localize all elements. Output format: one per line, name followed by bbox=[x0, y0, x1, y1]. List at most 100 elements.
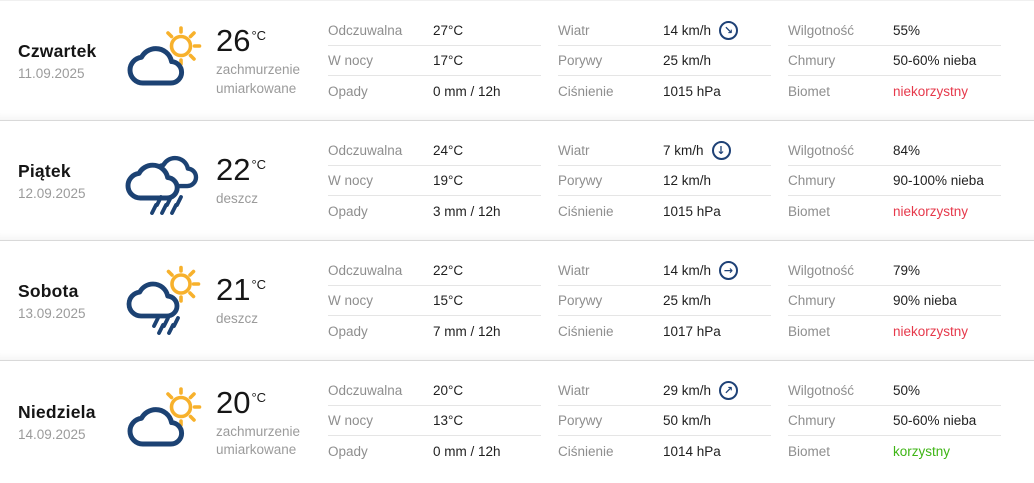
precip-label: Opady bbox=[328, 83, 368, 99]
detail-col-temps: Odczuwalna 24°C W nocy 19°C Opady 3 mm /… bbox=[328, 136, 541, 240]
night-temp-row: W nocy 15°C bbox=[328, 286, 541, 316]
gusts-value: 25 km/h bbox=[663, 53, 712, 68]
biomet-row: Biomet korzystny bbox=[788, 436, 1001, 466]
night-temp-label: W nocy bbox=[328, 53, 374, 68]
gusts-row: Porywy 25 km/h bbox=[558, 46, 771, 76]
day-row[interactable]: Piątek 12.09.2025 22°C deszcz Odczuwalna bbox=[0, 121, 1034, 241]
wind-speed: 29 km/h bbox=[663, 383, 712, 398]
temperature-value: 21 bbox=[216, 272, 251, 308]
pressure-label: Ciśnienie bbox=[558, 203, 614, 219]
detail-col-temps: Odczuwalna 27°C W nocy 17°C Opady 0 mm /… bbox=[328, 16, 541, 120]
night-temp-value: 15°C bbox=[433, 293, 464, 308]
pressure-label: Ciśnienie bbox=[558, 443, 614, 459]
humidity-value: 79% bbox=[893, 263, 921, 278]
humidity-row: Wilgotność 79% bbox=[788, 256, 1001, 286]
precip-value: 3 mm / 12h bbox=[433, 203, 501, 219]
wind-speed: 7 km/h bbox=[663, 143, 704, 158]
gusts-row: Porywy 12 km/h bbox=[558, 166, 771, 196]
day-info: Niedziela 14.09.2025 bbox=[0, 361, 120, 483]
temperature-block: 22°C deszcz bbox=[216, 121, 328, 240]
precip-value: 7 mm / 12h bbox=[433, 323, 501, 339]
feels-like-value: 22°C bbox=[433, 263, 464, 278]
temperature-unit: °C bbox=[251, 389, 267, 405]
biomet-value: korzystny bbox=[893, 443, 951, 459]
biomet-value: niekorzystny bbox=[893, 83, 969, 99]
detail-columns: Odczuwalna 22°C W nocy 15°C Opady 7 mm /… bbox=[328, 241, 1034, 360]
humidity-label: Wilgotność bbox=[788, 143, 855, 158]
detail-col-wind: Wiatr 7 km/h ↓ Porywy 12 km/h Ciśnienie … bbox=[558, 136, 771, 240]
wind-value: 29 km/h ↗ bbox=[663, 381, 739, 400]
night-temp-row: W nocy 17°C bbox=[328, 46, 541, 76]
feels-like-value: 20°C bbox=[433, 383, 464, 398]
feels-like-row: Odczuwalna 27°C bbox=[328, 16, 541, 46]
clouds-label: Chmury bbox=[788, 53, 836, 68]
day-name: Piątek bbox=[18, 160, 71, 181]
night-temp-value: 19°C bbox=[433, 173, 464, 188]
feels-like-row: Odczuwalna 20°C bbox=[328, 376, 541, 406]
clouds-row: Chmury 50-60% nieba bbox=[788, 46, 1001, 76]
temperature-value: 20 bbox=[216, 384, 251, 420]
night-temp-row: W nocy 13°C bbox=[328, 406, 541, 436]
humidity-label: Wilgotność bbox=[788, 383, 855, 398]
night-temp-label: W nocy bbox=[328, 413, 374, 428]
pressure-row: Ciśnienie 1015 hPa bbox=[558, 76, 771, 106]
day-name: Czwartek bbox=[18, 40, 97, 61]
temperature-unit: °C bbox=[251, 28, 267, 44]
weather-icon bbox=[120, 121, 216, 240]
humidity-label: Wilgotność bbox=[788, 263, 855, 278]
day-name: Niedziela bbox=[18, 402, 96, 422]
biomet-label: Biomet bbox=[788, 203, 831, 219]
gusts-label: Porywy bbox=[558, 413, 603, 428]
day-row[interactable]: Czwartek 11.09.2025 26°C zachmurzenie um… bbox=[0, 1, 1034, 121]
wind-row: Wiatr 7 km/h ↓ bbox=[558, 136, 771, 166]
gusts-row: Porywy 50 km/h bbox=[558, 406, 771, 436]
day-row[interactable]: Sobota 13.09.2025 21°C deszcz bbox=[0, 241, 1034, 361]
detail-col-wind: Wiatr 14 km/h → Porywy 25 km/h Ciśnienie… bbox=[558, 256, 771, 360]
humidity-value: 55% bbox=[893, 23, 921, 38]
pressure-row: Ciśnienie 1017 hPa bbox=[558, 316, 771, 346]
gusts-row: Porywy 25 km/h bbox=[558, 286, 771, 316]
gusts-value: 25 km/h bbox=[663, 293, 712, 308]
clouds-label: Chmury bbox=[788, 413, 836, 428]
clouds-row: Chmury 50-60% nieba bbox=[788, 406, 1001, 436]
humidity-value: 50% bbox=[893, 383, 921, 398]
temperature-block: 20°C zachmurzenie umiarkowane bbox=[216, 361, 328, 483]
rain-sun-icon bbox=[126, 265, 201, 335]
clouds-value: 90-100% nieba bbox=[893, 173, 984, 188]
weather-description: deszcz bbox=[216, 191, 259, 207]
detail-col-atmo: Wilgotność 84% Chmury 90-100% nieba Biom… bbox=[788, 136, 1001, 240]
clouds-label: Chmury bbox=[788, 173, 836, 188]
precip-value: 0 mm / 12h bbox=[433, 83, 501, 99]
wind-label: Wiatr bbox=[558, 383, 590, 398]
pressure-value: 1017 hPa bbox=[663, 323, 721, 339]
wind-row: Wiatr 14 km/h ↘ bbox=[558, 16, 771, 46]
day-row[interactable]: Niedziela 14.09.2025 20°C zachmurzenie u… bbox=[0, 361, 1034, 483]
temperature-value: 22 bbox=[216, 152, 251, 188]
detail-col-wind: Wiatr 14 km/h ↘ Porywy 25 km/h Ciśnienie… bbox=[558, 16, 771, 120]
day-date: 12.09.2025 bbox=[18, 185, 86, 201]
biomet-label: Biomet bbox=[788, 323, 831, 339]
wind-row: Wiatr 29 km/h ↗ bbox=[558, 376, 771, 406]
clouds-label: Chmury bbox=[788, 293, 836, 308]
partly-cloudy-icon bbox=[127, 387, 202, 447]
clouds-value: 90% nieba bbox=[893, 293, 957, 308]
night-temp-value: 13°C bbox=[433, 413, 464, 428]
night-temp-label: W nocy bbox=[328, 293, 374, 308]
precip-label: Opady bbox=[328, 443, 368, 459]
precip-row: Opady 0 mm / 12h bbox=[328, 76, 541, 106]
temperature-block: 26°C zachmurzenie umiarkowane bbox=[216, 1, 328, 120]
precip-row: Opady 7 mm / 12h bbox=[328, 316, 541, 346]
wind-row: Wiatr 14 km/h → bbox=[558, 256, 771, 286]
clouds-row: Chmury 90-100% nieba bbox=[788, 166, 1001, 196]
gusts-label: Porywy bbox=[558, 53, 603, 68]
detail-col-atmo: Wilgotność 55% Chmury 50-60% nieba Biome… bbox=[788, 16, 1001, 120]
wind-direction-icon: ↓ bbox=[711, 141, 731, 160]
weather-icon bbox=[120, 361, 216, 483]
night-temp-row: W nocy 19°C bbox=[328, 166, 541, 196]
partly-cloudy-icon bbox=[127, 25, 202, 85]
biomet-value: niekorzystny bbox=[893, 323, 969, 339]
temperature-unit: °C bbox=[251, 157, 267, 173]
weather-icon bbox=[120, 1, 216, 120]
weather-description: deszcz bbox=[216, 311, 259, 327]
wind-value: 7 km/h ↓ bbox=[663, 141, 731, 160]
